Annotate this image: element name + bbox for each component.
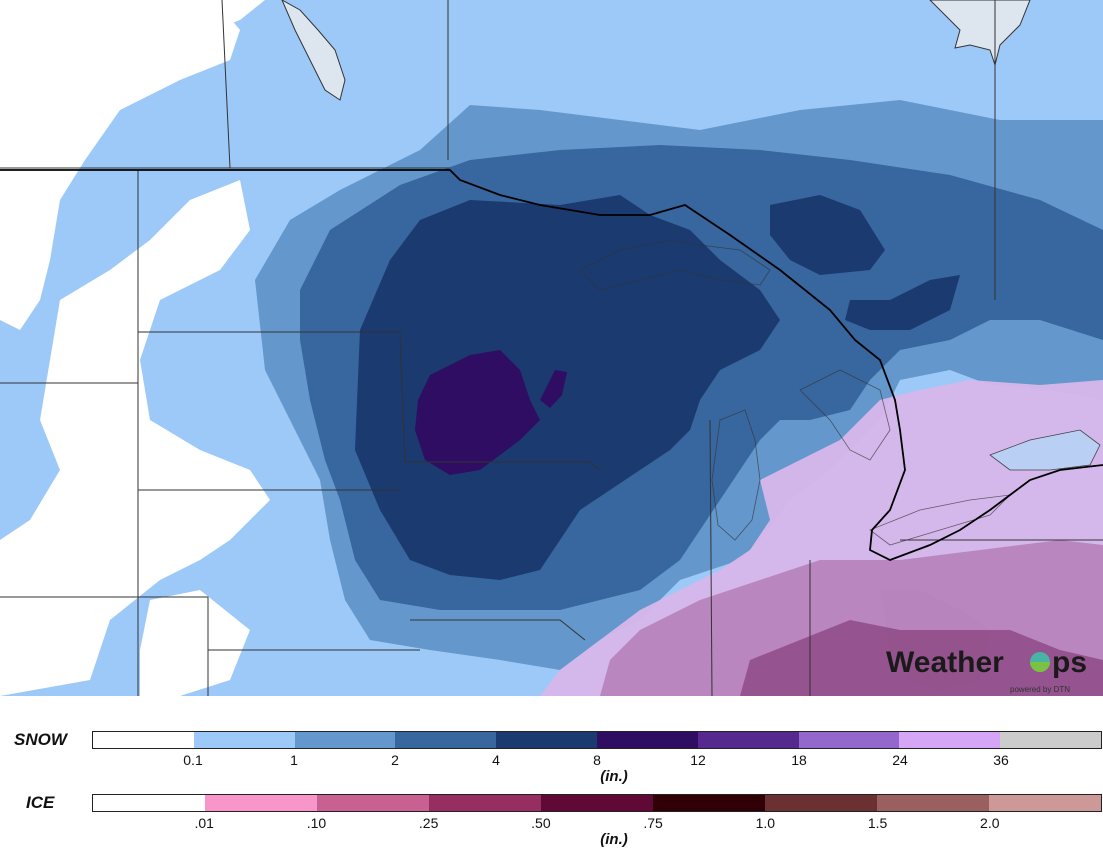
no-snow-area-west bbox=[0, 0, 240, 330]
ice-legend-tick-label: .10 bbox=[306, 815, 327, 831]
ice-legend-tick-label: .75 bbox=[643, 815, 663, 831]
snow-legend-swatch bbox=[697, 732, 799, 748]
brand-tagline: powered by DTN bbox=[1010, 685, 1070, 694]
snow-band-8-12 bbox=[415, 350, 567, 475]
no-snow-area-southwest bbox=[140, 590, 250, 696]
brand-logo: Weather bbox=[886, 646, 1004, 679]
snow-legend-tick-label: 8 bbox=[593, 752, 601, 768]
ice-legend-swatch bbox=[653, 795, 765, 811]
snow-legend-swatch bbox=[798, 732, 900, 748]
ice-band-.25-.50 bbox=[740, 620, 1103, 696]
snow-legend-swatch bbox=[193, 732, 295, 748]
lake-superior bbox=[579, 239, 771, 291]
snow-legend-tick-label: 1 bbox=[290, 752, 298, 768]
ice-legend-swatch bbox=[317, 795, 429, 811]
ice-legend-tick-label: 2.0 bbox=[980, 815, 1000, 831]
ice-legend-swatch bbox=[989, 795, 1101, 811]
snow-legend-label: SNOW bbox=[14, 730, 67, 749]
ice-legend-tick-label: 1.0 bbox=[755, 815, 776, 831]
ice-legend-unit: (in.) bbox=[600, 831, 628, 848]
snow-legend-bar bbox=[92, 731, 1102, 749]
brand-logo-o-accent bbox=[1030, 662, 1050, 672]
snow-legend-swatch bbox=[294, 732, 396, 748]
snow-legend-swatch bbox=[899, 732, 1001, 748]
state-borders bbox=[0, 0, 1103, 696]
ice-legend-tick-label: .25 bbox=[418, 815, 439, 831]
snow-legend-tick-label: 12 bbox=[690, 752, 706, 768]
ice-legend-swatch bbox=[765, 795, 877, 811]
ice-legend-swatch bbox=[93, 795, 205, 811]
ice-legend-ticks: .01 .10 .25 .50 .75 1.0 1.5 2.0 bbox=[92, 815, 1102, 833]
ice-legend-tick-label: 1.5 bbox=[867, 815, 888, 831]
ice-legend-swatch bbox=[877, 795, 989, 811]
ice-legend-swatch bbox=[205, 795, 317, 811]
snow-legend-tick-label: 4 bbox=[492, 752, 500, 768]
ice-legend-bar bbox=[92, 794, 1102, 812]
lake-michigan bbox=[711, 409, 761, 541]
brand-logo-suffix: ps bbox=[1052, 646, 1087, 679]
snow-band-4-8 bbox=[355, 195, 990, 690]
hudson-bay bbox=[929, 0, 1031, 67]
snow-legend-tick-label: 36 bbox=[993, 752, 1009, 768]
snow-legend-swatch bbox=[1000, 732, 1101, 748]
snow-legend-swatch bbox=[395, 732, 497, 748]
snow-legend-swatch bbox=[596, 732, 698, 748]
lake-erie bbox=[869, 494, 1012, 546]
ice-legend-swatch bbox=[541, 795, 653, 811]
snow-legend-tick-label: 0.1 bbox=[183, 752, 203, 768]
snow-ice-forecast-map: Weather ps powered by DTN bbox=[0, 0, 1103, 696]
snow-legend-swatch bbox=[496, 732, 597, 748]
snow-legend-unit: (in.) bbox=[600, 768, 628, 785]
no-snow-area-plains bbox=[0, 180, 270, 696]
snow-legend-tick-label: 24 bbox=[892, 752, 908, 768]
us-canada-border bbox=[0, 169, 1103, 561]
ice-legend-swatch bbox=[429, 795, 541, 811]
lake-huron bbox=[799, 369, 891, 461]
snow-legend-swatch bbox=[93, 732, 194, 748]
snow-legend-ticks: 0.1 1 2 4 8 12 18 24 36 bbox=[92, 752, 1102, 770]
snow-legend-tick-label: 2 bbox=[391, 752, 399, 768]
ice-legend-tick-label: .50 bbox=[531, 815, 551, 831]
snow-legend-tick-label: 18 bbox=[791, 752, 807, 768]
ice-legend-tick-label: .01 bbox=[194, 815, 214, 831]
lake-winnipeg bbox=[281, 0, 346, 101]
ice-legend-label: ICE bbox=[26, 793, 55, 812]
lake-ontario bbox=[989, 429, 1101, 471]
